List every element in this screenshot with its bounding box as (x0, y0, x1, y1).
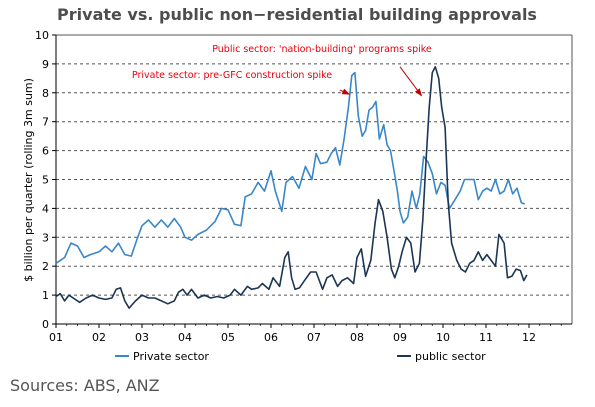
annotation-private: Private sector: pre-GFC construction spi… (132, 70, 332, 81)
source-note: Sources: ABS, ANZ (10, 376, 160, 395)
x-tick-label-05: 05 (221, 331, 235, 344)
annotation-arrow-public (399, 66, 423, 97)
x-tick-label-01: 01 (49, 331, 63, 344)
y-tick-label-9: 9 (42, 58, 49, 71)
y-tick-label-8: 8 (42, 87, 49, 100)
chart-title: Private vs. public non−residential build… (57, 5, 537, 24)
x-tick-label-10: 10 (436, 331, 450, 344)
series-line-public (55, 66, 528, 309)
y-tick-label-3: 3 (42, 231, 49, 244)
y-tick-label-5: 5 (42, 174, 49, 187)
series-line-private (55, 71, 526, 264)
x-tick-label-04: 04 (178, 331, 192, 344)
annotation-public: Public sector: 'nation-building' program… (212, 44, 432, 55)
y-tick-label-0: 0 (42, 318, 49, 331)
x-tick-label-12: 12 (522, 331, 536, 344)
x-tick-label-02: 02 (92, 331, 106, 344)
legend-label-public: public sector (415, 350, 486, 363)
y-tick-label-1: 1 (42, 289, 49, 302)
y-tick-label-4: 4 (42, 202, 49, 215)
x-tick-label-06: 06 (264, 331, 278, 344)
legend-label-private: Private sector (133, 350, 209, 363)
x-tick-label-03: 03 (135, 331, 149, 344)
x-tick-label-09: 09 (393, 331, 407, 344)
x-tick-label-08: 08 (350, 331, 364, 344)
y-tick-label-2: 2 (42, 260, 49, 273)
y-tick-label-10: 10 (35, 29, 49, 42)
y-tick-label-7: 7 (42, 116, 49, 129)
annotation-arrow-private (339, 88, 351, 95)
y-axis-label: $ billion per quarter (rolling 3m sum) (22, 78, 35, 282)
y-tick-label-6: 6 (42, 145, 49, 158)
x-tick-label-07: 07 (307, 331, 321, 344)
x-tick-label-11: 11 (479, 331, 493, 344)
